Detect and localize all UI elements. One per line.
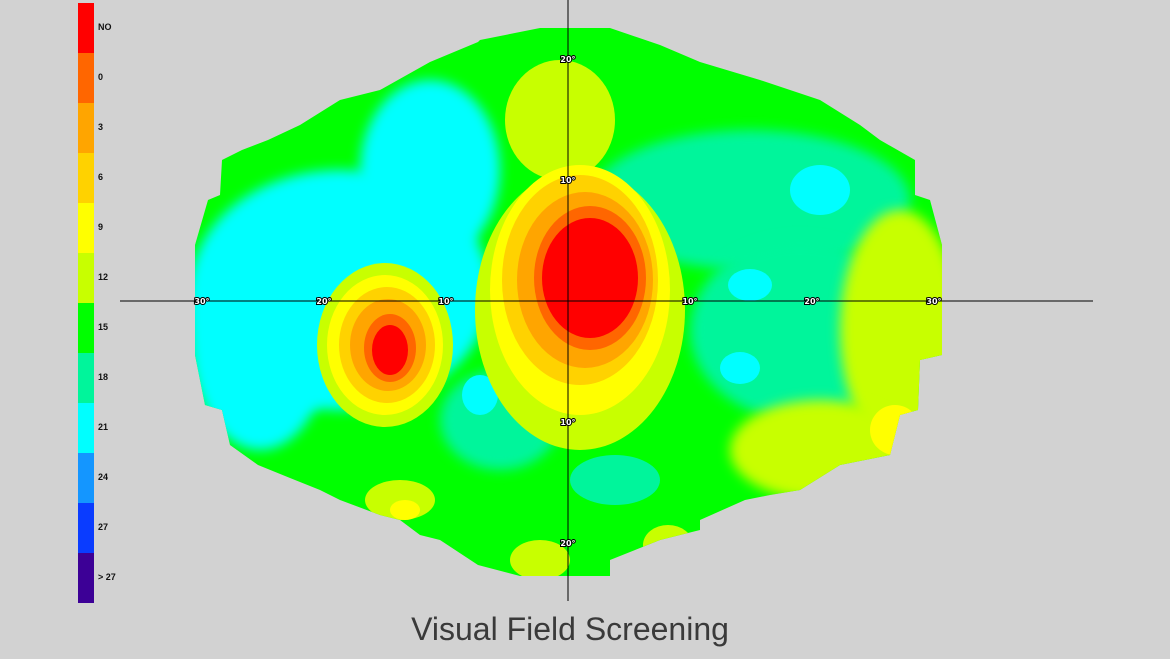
legend-item: 21 (78, 403, 138, 453)
y-tick-label: 10° (560, 418, 575, 427)
contour-region (195, 230, 330, 450)
legend-label: NO (98, 22, 112, 32)
contour-region (510, 540, 570, 576)
legend-item: 6 (78, 153, 138, 203)
legend-swatch (78, 303, 94, 353)
x-axis-ticks: 30° 20° 10° 10° 20° 30° (193, 296, 942, 307)
contour-region (870, 405, 920, 455)
contour-region (462, 375, 498, 415)
contour-region (590, 130, 910, 270)
x-tick-label: 20° (316, 297, 331, 306)
contour-region (505, 60, 615, 180)
y-tick-label: 10° (560, 176, 575, 185)
legend-item: 9 (78, 203, 138, 253)
legend-item: 15 (78, 303, 138, 353)
y-tick-label: 20° (560, 539, 575, 548)
legend-item: 24 (78, 453, 138, 503)
legend-item: NO (78, 3, 138, 53)
legend-swatch (78, 3, 94, 53)
legend-swatch (78, 53, 94, 103)
legend-swatch (78, 553, 94, 603)
x-tick-label: 10° (438, 297, 453, 306)
legend-item: > 27 (78, 553, 138, 603)
legend-item: 3 (78, 103, 138, 153)
x-tick-label: 20° (804, 297, 819, 306)
contour-region (372, 325, 408, 375)
legend-item: 12 (78, 253, 138, 303)
legend-label: > 27 (98, 572, 116, 582)
contour-region (360, 80, 500, 260)
contour-region (790, 165, 850, 215)
legend-item: 18 (78, 353, 138, 403)
legend-swatch (78, 403, 94, 453)
contour-region (570, 455, 660, 505)
sensitivity-legend: NO 0 3 6 9 12 15 18 21 24 27 > 27 (78, 3, 138, 603)
y-axis-ticks: 20° 10° 10° 20° (559, 54, 576, 549)
legend-swatch (78, 103, 94, 153)
legend-swatch (78, 203, 94, 253)
legend-label: 3 (98, 122, 104, 132)
legend-swatch (78, 253, 94, 303)
legend-swatch (78, 353, 94, 403)
legend-label: 18 (98, 372, 109, 382)
legend-item: 27 (78, 503, 138, 553)
legend-label: 12 (98, 272, 109, 282)
x-tick-label: 30° (926, 297, 941, 306)
legend-label: 6 (98, 172, 104, 182)
contour-region (728, 269, 772, 301)
legend-swatch (78, 503, 94, 553)
contour-region (390, 500, 420, 520)
legend-label: 27 (98, 522, 109, 532)
legend-swatch (78, 153, 94, 203)
legend-label: 15 (98, 322, 109, 332)
contour-region (542, 218, 638, 338)
x-tick-label: 10° (682, 297, 697, 306)
contour-region (643, 525, 693, 565)
legend-swatch (78, 453, 94, 503)
x-tick-label: 30° (194, 297, 209, 306)
legend-item: 0 (78, 53, 138, 103)
contour-region (720, 352, 760, 384)
legend-label: 0 (98, 72, 104, 82)
sensitivity-contours (195, 28, 942, 576)
legend-label: 24 (98, 472, 109, 482)
legend-label: 21 (98, 422, 109, 432)
y-tick-label: 20° (560, 55, 575, 64)
legend-label: 9 (98, 222, 104, 232)
chart-title: Visual Field Screening (411, 611, 729, 647)
